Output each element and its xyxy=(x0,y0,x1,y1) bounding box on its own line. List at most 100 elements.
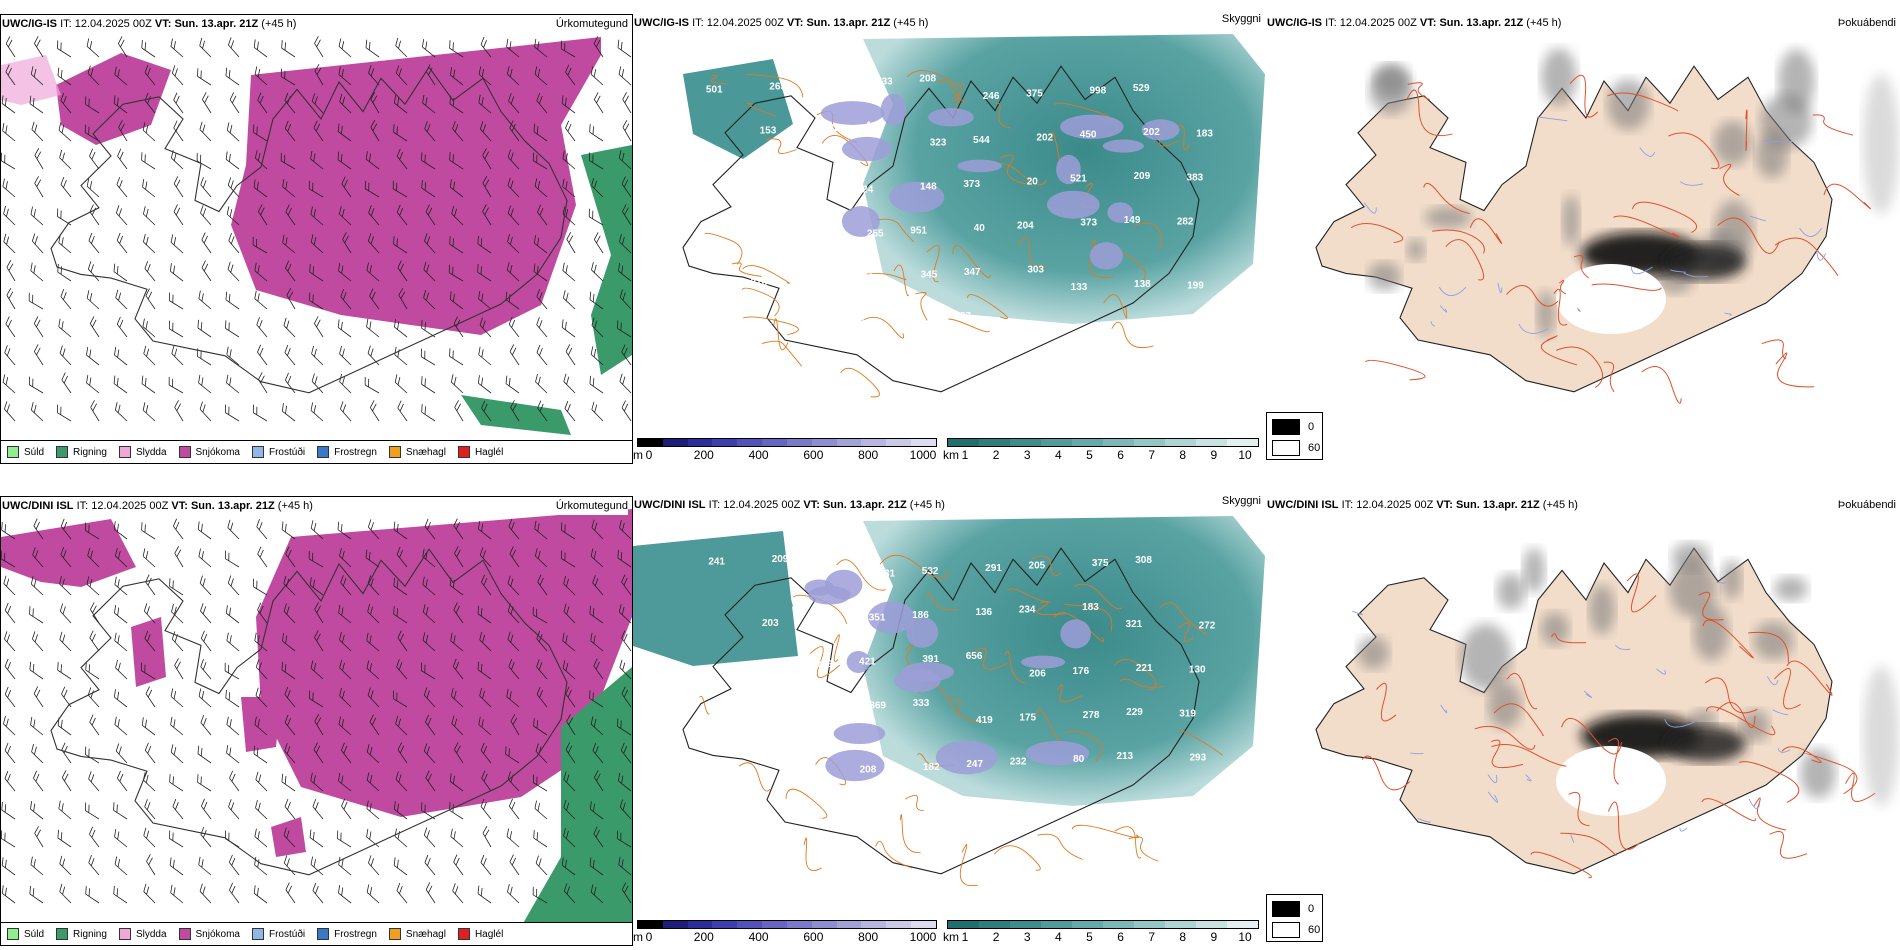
cloud-base-label: 263 xyxy=(769,82,786,93)
colorbar-unit: m xyxy=(633,448,643,462)
colorbar-step xyxy=(886,921,912,928)
cloud-base-label: 373 xyxy=(1080,218,1097,229)
precip-type-panel-row1: UWC/IG-IS IT: 12.04.2025 00Z VT: Sun. 13… xyxy=(0,14,633,464)
cloud-base-label: 373 xyxy=(963,179,980,190)
colorbar-tick: 1 xyxy=(961,448,969,462)
legend-swatch xyxy=(178,446,191,458)
fog-index-panel-row2: UWC/DINI ISL IT: 12.04.2025 00Z VT: Sun.… xyxy=(1266,496,1900,944)
cloud-base-label: 951 xyxy=(910,226,927,237)
precip-legend: Súld Rigning Slydda Snjókoma Frostúði Frostre… xyxy=(1,440,632,463)
colorbar-tick: 9 xyxy=(1210,930,1218,944)
fog-index-map xyxy=(1315,48,1899,404)
legend-label: Haglél xyxy=(474,928,504,940)
legend-swatch xyxy=(178,928,191,940)
legend-label: Súld xyxy=(24,446,45,458)
colorbar-step xyxy=(638,439,663,446)
colorbar-step xyxy=(638,921,663,928)
colorbar-tick: 5 xyxy=(1086,930,1093,944)
colorbar-tick: 400 xyxy=(748,448,769,462)
cloud-base-label: 141 xyxy=(866,120,883,131)
colorbar-step xyxy=(1134,439,1165,446)
legend-label: Súld xyxy=(24,928,45,940)
cloud-base-label: 533 xyxy=(876,76,893,87)
colorbar-step xyxy=(979,439,1010,446)
fog-legend: 0 60 xyxy=(1266,894,1323,942)
precip-type-panel-row2: UWC/DINI ISL IT: 12.04.2025 00Z VT: Sun.… xyxy=(0,496,633,946)
colorbar-bar xyxy=(637,438,937,447)
colorbar-step xyxy=(811,921,837,928)
colorbar-step xyxy=(811,439,837,446)
cloud-base-label: 351 xyxy=(869,612,886,623)
cloud-base-label: 501 xyxy=(706,84,723,95)
colorbar-step xyxy=(911,439,936,446)
colorbar-step xyxy=(1227,921,1258,928)
visibility-map: 501 263 741 533 208 246 375 998 529 183 153 282 141 3… xyxy=(682,34,1265,398)
cloud-base-label: 140 xyxy=(848,316,865,327)
cloud-base-label: 108 xyxy=(1180,797,1197,808)
colorbar-step xyxy=(861,439,887,446)
visibility-panel-row1: UWC/IG-IS IT: 12.04.2025 00Z VT: Sun. 13… xyxy=(633,14,1265,462)
visibility-panel-row2: UWC/DINI ISL IT: 12.04.2025 00Z VT: Sun.… xyxy=(633,496,1265,944)
cloud-base-label: 293 xyxy=(816,747,833,758)
fog-legend-swatch xyxy=(1272,419,1300,435)
colorbar-tick: 400 xyxy=(748,930,769,944)
legend-item: Súld xyxy=(7,446,44,458)
cloud-base-label: 199 xyxy=(1187,280,1204,291)
cloud-base-label: 263 xyxy=(857,272,874,283)
cloud-base-label: 329 xyxy=(816,659,833,670)
cloud-base-label: 202 xyxy=(1143,127,1160,138)
cloud-base-label: 256 xyxy=(753,750,770,761)
legend-swatch xyxy=(56,446,69,458)
colorbar-tick: 1000 xyxy=(909,448,937,462)
colorbar-tick: 2 xyxy=(992,930,1000,944)
cloud-base-label: 282 xyxy=(823,123,840,134)
cloud-base-label: 209 xyxy=(772,554,789,565)
cloud-base-label: 208 xyxy=(860,765,877,776)
cloud-base-label: 205 xyxy=(1029,560,1046,571)
legend-swatch xyxy=(317,446,330,458)
cloud-base-label: 544 xyxy=(973,135,990,146)
colorbar-bar xyxy=(637,920,937,929)
panel-header: UWC/DINI ISL IT: 12.04.2025 00Z VT: Sun.… xyxy=(1267,499,1578,511)
legend-label: Rigning xyxy=(73,446,107,458)
cloud-base-label: 656 xyxy=(966,651,983,662)
cloud-base-label: 1 xyxy=(911,314,917,325)
cloud-base-label: 95 xyxy=(761,322,773,333)
cloud-base-label: 345 xyxy=(921,270,938,281)
legend-swatch xyxy=(118,446,131,458)
cloud-base-label: 136 xyxy=(975,607,992,618)
colorbar-tick: 600 xyxy=(803,930,824,944)
cloud-base-label: 862 xyxy=(804,231,821,242)
cloud-base-label: 391 xyxy=(922,654,939,665)
fog-legend-label: 60 xyxy=(1308,442,1321,454)
cloud-base-label: 137 xyxy=(954,311,971,322)
colorbar-tick: 6 xyxy=(1117,448,1124,462)
precip-map xyxy=(1,15,632,463)
cloud-base-label: 496 xyxy=(813,167,830,178)
colorbar-tick: 10 xyxy=(1238,448,1252,462)
cloud-base-label: 424 xyxy=(857,184,874,195)
colorbar-tick: 4 xyxy=(1054,448,1062,462)
cloud-base-label: 99 xyxy=(815,571,827,582)
colorbar-step xyxy=(1041,439,1072,446)
colorbar-step xyxy=(1103,439,1134,446)
cloud-base-label: 129 xyxy=(825,615,842,626)
legend-label: Slydda xyxy=(135,928,167,940)
legend-item: Súld xyxy=(7,928,44,940)
visibility-map: 241 209 99 431 532 291 205 375 308 272 203 129 351 18… xyxy=(633,516,1265,887)
fog-legend-swatch xyxy=(1272,440,1300,456)
cloud-base-label: 301 xyxy=(763,706,780,717)
panel-header: UWC/DINI ISL IT: 12.04.2025 00Z VT: Sun.… xyxy=(2,500,313,512)
cloud-base-label: 521 xyxy=(1070,174,1087,185)
cloud-base-label: 316 xyxy=(750,278,767,289)
product-title: Úrkomutegund xyxy=(555,15,628,33)
legend-label: Frostregn xyxy=(334,446,377,458)
cloud-base-label: 183 xyxy=(1082,602,1099,613)
legend-swatch xyxy=(457,446,470,458)
cloud-base-label: 138 xyxy=(1134,279,1151,290)
legend-item: Snæhagl xyxy=(388,446,446,458)
legend-item: Snjókoma xyxy=(178,446,240,458)
colorbar-tick: 800 xyxy=(858,448,879,462)
colorbar-step xyxy=(1227,439,1258,446)
legend-item: Frostúði xyxy=(251,446,305,458)
